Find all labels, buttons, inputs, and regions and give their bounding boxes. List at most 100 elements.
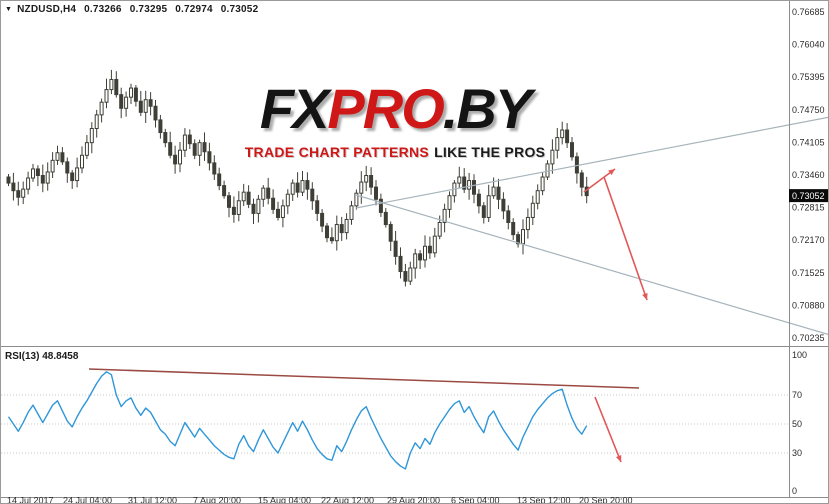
candle-body [506,210,511,224]
candle-body [491,186,496,197]
candle-body [295,182,300,193]
candle-body [114,78,119,96]
candle-body [525,216,530,231]
candle-body [124,96,129,109]
candle-body [6,176,11,184]
candle-body [530,202,535,218]
candle-body [501,198,506,212]
candle-body [148,99,153,107]
candle-body [99,101,104,116]
candle-body [119,94,124,109]
candle-body [11,182,16,192]
price-axis-label: 0.72815 [792,203,825,213]
candle-body [378,198,383,213]
rsi-indicator-label: RSI(13) 48.8458 [5,351,79,362]
last-price-tag-value: 0.73052 [792,191,825,201]
candle-body [418,253,423,261]
price-axis-label: 0.74105 [792,137,825,147]
forecast-arrow[interactable] [583,168,616,193]
candle-body [388,224,393,242]
candle-body [231,206,236,215]
rsi-axis-label: 30 [792,448,802,458]
candle-body [339,224,344,234]
candle-body [521,229,525,245]
candle-body [84,142,89,156]
candle-body [133,87,138,102]
candle-body [305,180,310,190]
candle-body [570,142,574,158]
candle-body [40,175,45,184]
candle-body [65,161,70,174]
candle-body [138,100,143,113]
candle-body [80,154,84,169]
candle-body [329,237,334,242]
candle-body [408,267,413,282]
time-axis-label: 29 Aug 20:00 [387,496,440,504]
time-axis-label: 20 Sep 20:00 [579,496,633,504]
candle-body [457,176,462,184]
candle-body [476,193,481,207]
arrow-head-icon [615,455,622,462]
last-price-tag [789,189,828,203]
candle-body [290,182,295,195]
rsi-trendline[interactable] [88,368,640,389]
candle-body [325,225,329,239]
quote-open: 0.73266 [84,4,122,15]
trendline[interactable] [355,194,829,336]
candle-body [89,128,94,144]
arrow-head-icon [608,169,615,176]
dropdown-marker-icon[interactable]: ▼ [5,6,13,13]
candle-body [178,149,182,165]
candle-body [222,185,227,197]
candle-body [398,255,403,273]
candle-body [555,137,560,151]
candle-body [94,114,99,130]
candle-body [472,180,476,195]
candle-body [158,119,163,134]
candle-body [45,171,50,184]
rsi-axis-label: 50 [792,419,802,429]
trendline[interactable] [355,116,829,209]
time-axis-label: 6 Sep 04:00 [451,496,500,504]
price-axis-label: 0.74750 [792,105,825,115]
time-axis-label: 15 Aug 04:00 [258,496,311,504]
quote-close: 0.73052 [220,4,259,15]
candle-body [153,105,158,121]
rsi-axis-label: 100 [792,350,807,360]
candle-body [26,177,31,190]
candle-body [413,253,418,269]
candle-body [300,180,305,193]
time-axis-label: 7 Aug 20:00 [193,496,241,504]
candle-body [173,154,178,165]
candle-body [560,129,565,139]
candle-body [246,191,251,205]
candle-body [462,176,467,190]
candle-body [236,200,241,215]
time-axis-label: 22 Aug 12:00 [321,496,374,504]
candle-body [437,222,442,237]
candle-body [256,198,261,214]
candle-body [241,191,246,202]
forecast-arrow[interactable] [603,176,648,301]
candle-body [60,152,65,163]
forecast-arrow[interactable] [594,396,622,463]
candle-body [496,186,501,200]
time-axis-label: 24 Jul 04:00 [63,496,112,504]
candle-body [192,143,197,156]
price-axis-label: 0.72170 [792,235,825,245]
time-axis-label: 13 Sep 12:00 [517,496,571,504]
candle-body [35,168,40,177]
candle-body [75,167,80,182]
candle-body [217,173,222,187]
price-axis-label: 0.76040 [792,40,825,50]
candle-body [285,193,290,207]
candle-body [197,142,202,156]
candle-body [467,180,472,190]
candle-body [271,197,276,210]
candle-body [143,99,148,113]
candle-body [369,175,374,188]
price-axis-label: 0.75395 [792,72,825,82]
candle-body [168,142,173,156]
